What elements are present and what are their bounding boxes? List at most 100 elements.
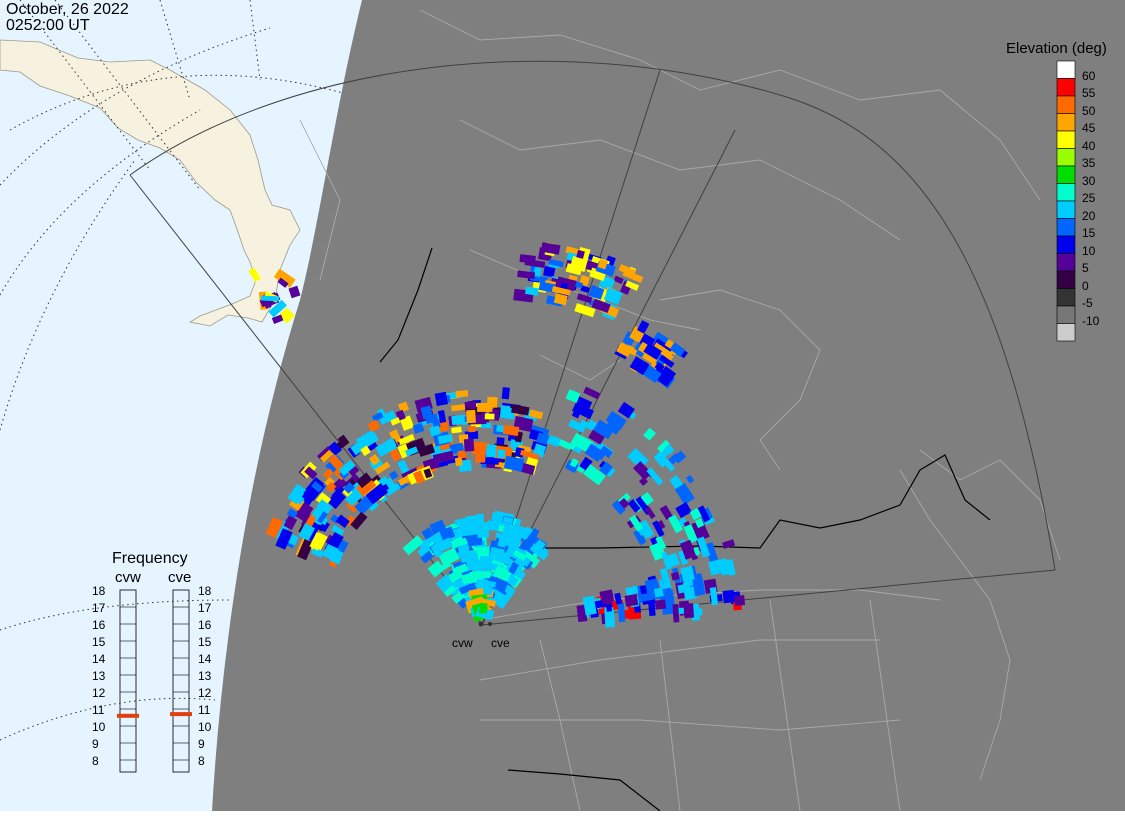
scatter-cell [646,467,664,486]
frequency-scale-label: 10 [198,720,212,734]
scatter-cell [659,504,673,521]
legend-label: 5 [1082,261,1089,276]
scatter-cell [480,422,492,429]
scatter-cell [496,449,506,459]
scatter-cell [389,429,402,444]
frequency-scale-label: 11 [92,703,105,717]
scatter-cell [501,387,510,400]
scatter-cell [533,267,542,277]
scatter-cell [677,583,689,594]
scatter-cell [479,553,498,567]
scatter-cell [591,298,611,314]
scatter-cell [648,602,656,617]
scatter-cell [468,523,477,532]
scatter-cell [604,607,616,628]
scatter-cell [277,277,289,288]
scatter-cell [477,402,493,413]
scatter-cell [451,414,466,426]
scatter-cell [655,535,667,551]
scatter-cell [708,559,723,576]
site-dot-cve [488,622,492,626]
scatter-cell [310,546,325,558]
scatter-cell [683,524,698,544]
scatter-cell [458,582,477,595]
scatter-cell [696,536,711,558]
scatter-cell [412,470,426,485]
radar-scatter [248,242,746,628]
legend-label: 50 [1082,103,1096,118]
frequency-scale-label: 11 [198,703,211,717]
legend-label: 30 [1082,173,1096,188]
legend-title: Elevation (deg) [1006,40,1107,57]
scatter-cell [473,571,492,579]
colorbar-swatch [1056,130,1076,149]
legend-label: 35 [1082,156,1096,171]
scatter-cell [633,529,647,546]
scatter-cell [517,270,536,280]
colorbar-swatch [1056,235,1076,254]
scatter-cell [367,500,379,512]
scatter-cell [367,419,381,433]
frequency-scale-label: 12 [198,686,212,700]
colorbar-swatch [1056,305,1076,324]
colorbar-swatch [1056,78,1076,97]
scatter-cell [685,474,695,484]
scatter-cell [568,419,587,434]
scatter-cell [679,539,697,560]
scatter-cell [633,461,652,481]
scatter-cell [468,425,476,433]
scatter-cell [680,565,697,588]
scatter-cell [528,409,544,420]
scatter-cell [722,589,736,604]
frequency-gauges [117,589,192,773]
scatter-cell [374,461,391,475]
scatter-cell [653,587,664,598]
scatter-cell [331,476,348,494]
scatter-cell [704,541,719,563]
scatter-cell [271,314,284,325]
scatter-cell [297,538,314,561]
scatter-cell [423,468,433,479]
legend-label: 45 [1082,121,1096,136]
frequency-scale-label: 15 [198,635,212,649]
scatter-cell [435,574,455,593]
scatter-cell [572,402,594,420]
frequency-scale-label: 18 [92,584,106,598]
scatter-cell [402,535,424,556]
scatter-cell [477,526,490,538]
frequency-scale-label: 9 [92,737,99,751]
scatter-cell [500,406,512,414]
legend-label: 25 [1082,191,1096,206]
scatter-cell [675,502,692,519]
scatter-cell [451,426,462,434]
scatter-cell [331,524,345,537]
colorbar-swatch [1056,200,1076,219]
site-dot-cvw [478,621,484,627]
scatter-cell [294,501,314,522]
scatter-cell [430,543,443,558]
elevation-colorbar [1056,60,1076,342]
scatter-cell [588,285,605,300]
scatter-cell [278,307,295,324]
scatter-cell [405,446,419,457]
scatter-cell [525,286,539,296]
scatter-cell [520,449,540,460]
scatter-cell [597,258,608,270]
scatter-cell [398,434,415,446]
colorbar-swatch [1056,113,1076,132]
scatter-cell [325,481,337,493]
scatter-cell [663,444,675,455]
scatter-cell [459,550,479,563]
colorbar-swatch [1056,323,1076,342]
scatter-cell [493,553,514,566]
frequency-scale-label: 9 [198,737,205,751]
scatter-cell [652,520,665,537]
scatter-cell [434,391,449,407]
scatter-cell [674,482,695,505]
day-land [0,39,301,327]
scatter-cell [337,434,350,447]
scatter-cell [661,551,672,570]
scatter-cell [656,520,666,530]
scatter-cell [427,560,445,578]
scatter-cell [543,266,556,278]
